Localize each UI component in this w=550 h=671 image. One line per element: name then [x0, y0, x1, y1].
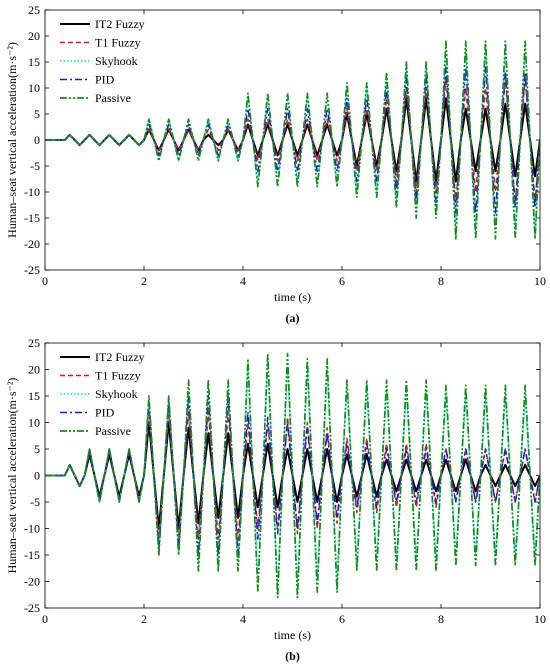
x-tick-label: 8 — [438, 612, 444, 626]
x-tick-label: 10 — [534, 274, 546, 288]
x-tick-label: 0 — [42, 274, 48, 288]
y-tick-label: -15 — [24, 211, 40, 225]
y-tick-label: 15 — [28, 389, 40, 403]
y-tick-label: 5 — [34, 107, 40, 121]
legend-label: T1 Fuzzy — [95, 369, 141, 383]
x-tick-label: 10 — [534, 612, 546, 626]
legend-label: IT2 Fuzzy — [95, 350, 145, 364]
y-tick-label: 15 — [28, 55, 40, 69]
x-tick-label: 0 — [42, 612, 48, 626]
series-line — [45, 40, 540, 240]
y-tick-label: -10 — [24, 185, 40, 199]
y-tick-label: -10 — [24, 522, 40, 536]
legend-label: Skyhook — [95, 54, 138, 68]
y-tick-label: -20 — [24, 237, 40, 251]
y-tick-label: 25 — [28, 336, 40, 350]
series-group — [45, 352, 540, 599]
x-axis-label: time (s) — [274, 628, 311, 642]
x-tick-label: 6 — [339, 274, 345, 288]
y-axis-label: Human–seat vertical acceleration(m·s⁻²) — [5, 42, 19, 238]
y-tick-label: 10 — [28, 416, 40, 430]
legend-label: Passive — [95, 424, 131, 438]
x-tick-label: 4 — [240, 612, 246, 626]
caption: (b) — [285, 649, 300, 663]
series-line — [45, 352, 540, 599]
legend-label: IT2 Fuzzy — [95, 17, 145, 31]
y-tick-label: 5 — [34, 442, 40, 456]
x-tick-label: 2 — [141, 274, 147, 288]
series-line — [45, 66, 540, 214]
y-tick-label: 20 — [28, 363, 40, 377]
y-tick-label: -5 — [30, 495, 40, 509]
y-tick-label: -25 — [24, 263, 40, 277]
chart: -25 -20 -15 -10 -5 0 5 10 15 20 25 0 2 4 6 8 10 IT2 Fuzzy… — [5, 3, 546, 325]
legend-label: PID — [95, 406, 115, 420]
x-tick-label: 4 — [240, 274, 246, 288]
y-axis-label: Human–seat vertical acceleration(m·s⁻²) — [5, 378, 19, 574]
caption: (a) — [286, 311, 300, 325]
y-tick-label: 10 — [28, 81, 40, 95]
legend-label: T1 Fuzzy — [95, 36, 141, 50]
y-tick-label: -25 — [24, 601, 40, 615]
legend-label: Skyhook — [95, 387, 138, 401]
y-tick-label: 0 — [34, 133, 40, 147]
series-group — [45, 40, 540, 240]
chart: -25 -20 -15 -10 -5 0 5 10 15 20 25 0 2 4 6 8 10 IT2 Fuzzy… — [5, 336, 546, 663]
y-tick-label: 25 — [28, 3, 40, 17]
plot-frame — [44, 9, 541, 271]
plot-frame — [44, 342, 541, 609]
x-tick-label: 6 — [339, 612, 345, 626]
y-tick-label: 20 — [28, 29, 40, 43]
y-tick-label: -5 — [30, 159, 40, 173]
legend-label: Passive — [95, 91, 131, 105]
series-line — [45, 76, 540, 204]
legend-label: PID — [95, 73, 115, 87]
x-tick-label: 8 — [438, 274, 444, 288]
x-tick-label: 2 — [141, 612, 147, 626]
x-axis-label: time (s) — [274, 290, 311, 304]
y-tick-label: -20 — [24, 575, 40, 589]
y-tick-label: -15 — [24, 548, 40, 562]
y-tick-label: 0 — [34, 469, 40, 483]
